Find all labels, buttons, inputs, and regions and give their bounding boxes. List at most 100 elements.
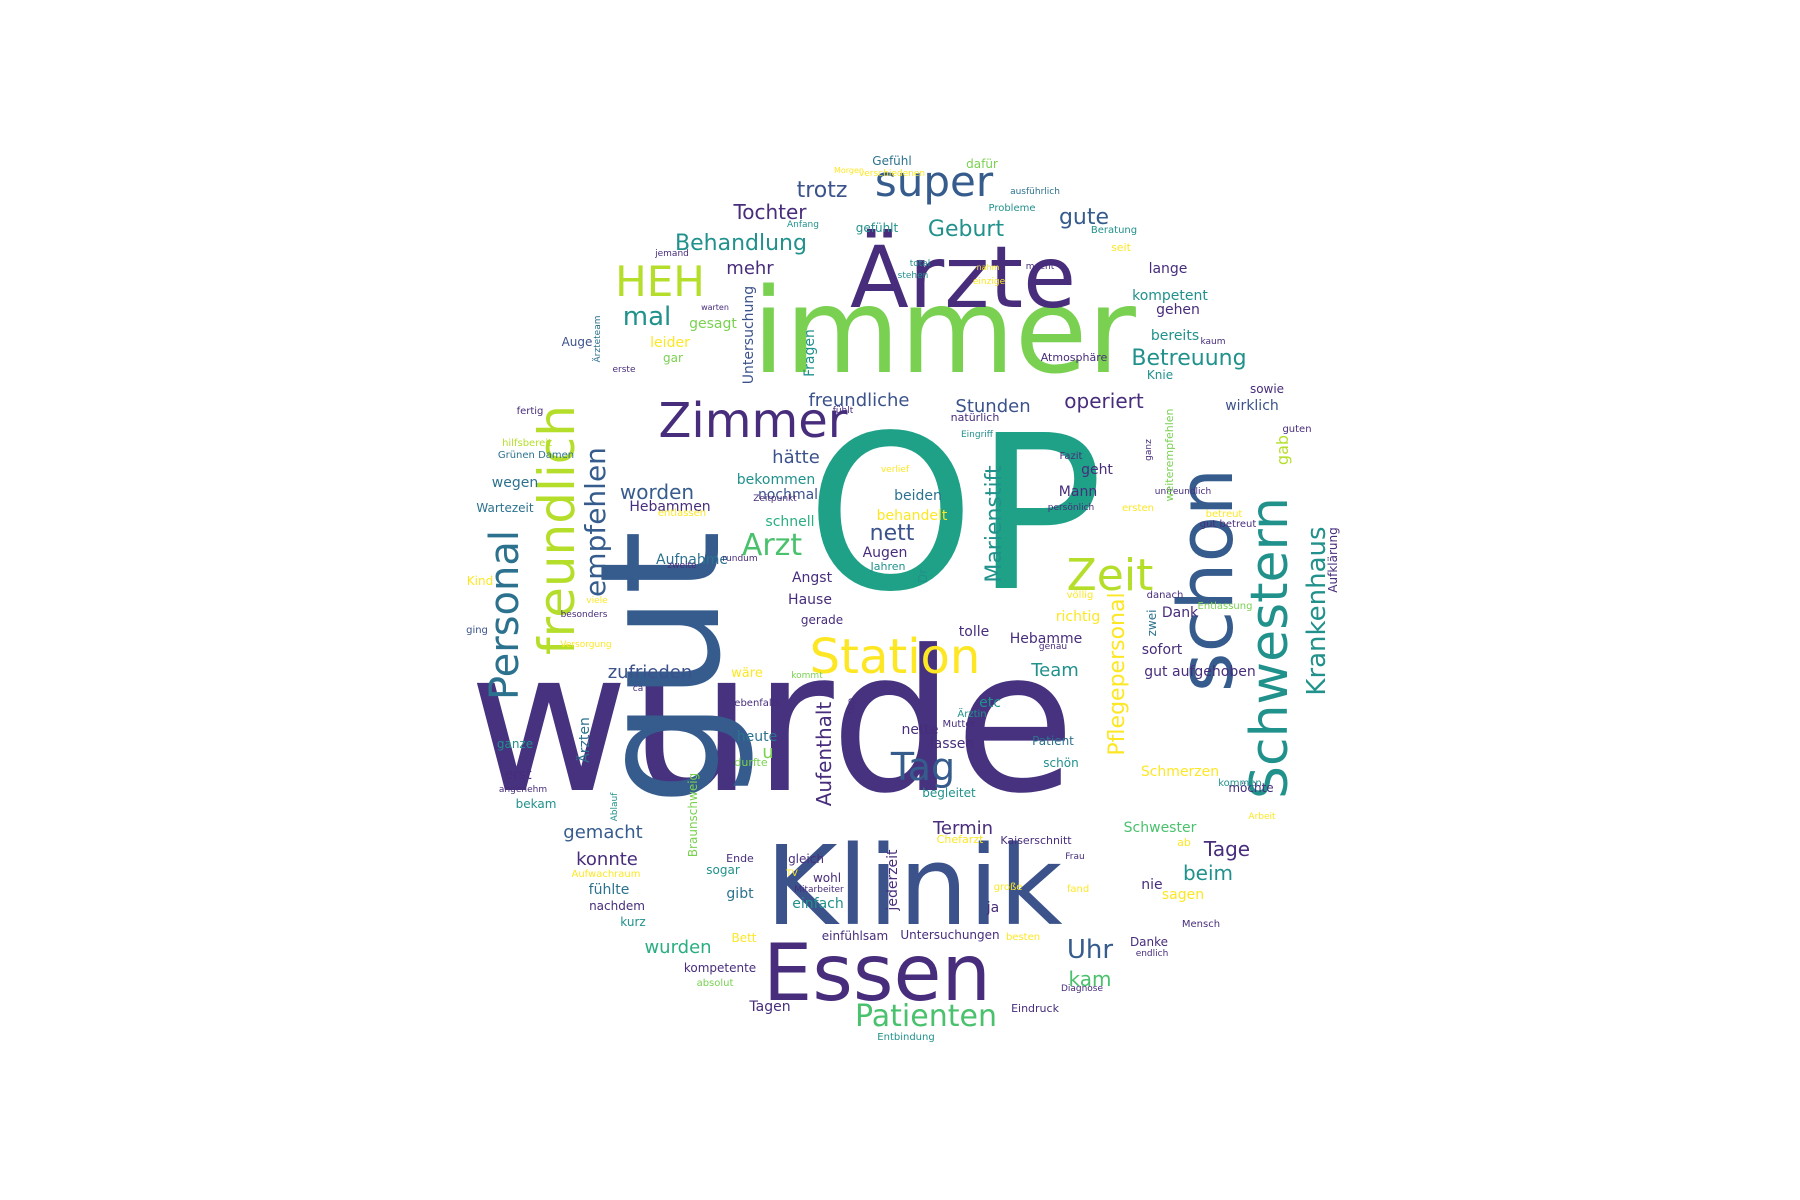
word-einfach: einfach xyxy=(792,896,843,912)
word-gut-betreut: gut betreut xyxy=(1200,519,1257,530)
word-aufenthalt: Aufenthalt xyxy=(812,702,836,807)
word-aerzte: Ärzte xyxy=(850,228,1076,328)
word-behandelt: behandelt xyxy=(877,508,948,524)
word-gleich: gleich xyxy=(788,852,824,866)
word-bett: Bett xyxy=(731,931,756,945)
word-wurde: wurde xyxy=(469,609,1076,837)
word-zeit: Zeit xyxy=(1067,550,1154,601)
word-marienstift: Marienstift xyxy=(982,465,1007,583)
word-braunschweig: Braunschweig xyxy=(686,773,700,857)
word-entlassen: entlassen xyxy=(658,508,706,519)
word-arzt: Arzt xyxy=(742,528,803,563)
word-uhr: Uhr xyxy=(1067,935,1114,965)
word-gefuehlt: gefühlt xyxy=(856,221,899,235)
word-durfte: durfte xyxy=(734,756,767,769)
word-hilfsbereit: hilfsbereit xyxy=(502,438,552,449)
word-erste: erste xyxy=(613,365,636,375)
word-verlief: verlief xyxy=(881,465,910,475)
word-fand: fand xyxy=(1067,884,1089,895)
words-layer: wurdeOPgutimmerKlinikÄrzteEssenschonSchw… xyxy=(466,154,1340,1043)
word-gehen: gehen xyxy=(1156,302,1200,318)
word-warten: warten xyxy=(701,303,729,312)
word-sowie: sowie xyxy=(1250,382,1284,396)
word-tolle: tolle xyxy=(959,624,989,640)
word-voellig: völlig xyxy=(1067,590,1094,601)
word-weiterempfehlen: weiterempfehlen xyxy=(1163,408,1176,501)
word-frau: Frau xyxy=(1065,852,1084,862)
word-morgen: Morgen xyxy=(834,166,864,175)
word-gar: gar xyxy=(663,351,683,365)
word-augen: Augen xyxy=(863,545,908,561)
word-leider: leider xyxy=(650,335,690,351)
word-kind: Kind xyxy=(467,574,493,588)
word-freundliche: freundliche xyxy=(808,390,909,411)
word-endlich: endlich xyxy=(1136,949,1169,959)
word-lange: lange xyxy=(1149,261,1188,277)
word-aerzteteam: Ärzteteam xyxy=(592,316,603,363)
word-auge: Auge xyxy=(562,335,593,349)
word-schmerzen: Schmerzen xyxy=(1141,764,1219,780)
word-fazit: Fazit xyxy=(1060,451,1083,462)
word-untersuchungen: Untersuchungen xyxy=(900,928,999,942)
word-schon: schon xyxy=(1161,468,1250,692)
word-patienten: Patienten xyxy=(855,999,997,1034)
word-hause: Hause xyxy=(788,592,832,608)
word-zweite: zweite xyxy=(667,561,697,571)
word-mal: mal xyxy=(623,302,671,332)
word-ganze: ganze xyxy=(497,737,533,751)
word-heute: heute xyxy=(737,729,777,745)
word-behandlung: Behandlung xyxy=(675,231,807,256)
word-op: OP xyxy=(806,390,1104,639)
word-station: Station xyxy=(810,629,981,685)
word-nie: nie xyxy=(1141,877,1162,893)
word-zimmer: Zimmer xyxy=(659,393,848,449)
word-bereits: bereits xyxy=(1151,328,1199,344)
word-aufwachraum: Aufwachraum xyxy=(572,869,641,880)
word-besonders: besonders xyxy=(561,610,608,620)
word-jahren: Jahren xyxy=(870,560,906,573)
word-u: u xyxy=(762,742,773,763)
word-macht: macht xyxy=(1026,262,1055,272)
word-team: Team xyxy=(1030,660,1079,681)
word-immer: immer xyxy=(752,262,1136,400)
word-total: total xyxy=(910,259,931,269)
word-freundlich: freundlich xyxy=(528,405,586,655)
word-nett: nett xyxy=(870,521,915,546)
word-heh: HEH xyxy=(615,257,705,306)
word-operiert: operiert xyxy=(1064,389,1144,413)
word-krankenhaus: Krankenhaus xyxy=(1302,526,1332,695)
word-absolut: absolut xyxy=(697,978,734,989)
word-kompetente: kompetente xyxy=(684,961,756,975)
word-nachdem: nachdem xyxy=(589,899,645,913)
word-empfehlen: empfehlen xyxy=(579,447,612,597)
word-trotz: trotz xyxy=(797,178,848,203)
word-diagnose: Diagnose xyxy=(1061,984,1104,994)
word-tag: Tag xyxy=(890,745,955,789)
word-angenehm: angenehm xyxy=(499,785,547,795)
word-beiden: beiden xyxy=(894,488,942,504)
word-unfreundlich: unfreundlich xyxy=(1155,487,1211,497)
word-sofort: sofort xyxy=(1142,642,1183,658)
word-essen: Essen xyxy=(763,929,991,1019)
word-zwei: zwei xyxy=(1145,610,1159,637)
word-klinik: Klinik xyxy=(765,822,1063,950)
word-kaum: kaum xyxy=(1200,337,1225,347)
word-untersuchung: Untersuchung xyxy=(741,286,757,384)
word-termin: Termin xyxy=(932,818,993,839)
word-guten: guten xyxy=(1282,424,1311,435)
word-jemand: jemand xyxy=(654,249,689,259)
word-kompetent: kompetent xyxy=(1132,288,1208,304)
word-danke: Danke xyxy=(1130,935,1168,949)
word-wegen: wegen xyxy=(492,475,538,491)
word-ablauf: Ablauf xyxy=(610,792,620,822)
word-bekam: bekam xyxy=(516,797,557,811)
word-ganz: ganz xyxy=(1144,439,1154,461)
word-schoen: schön xyxy=(1043,756,1078,770)
word-stehen: stehen xyxy=(898,271,929,281)
word-kommt: kommt xyxy=(791,671,823,681)
word-super: super xyxy=(875,157,994,206)
word-mann: Mann xyxy=(1059,484,1097,500)
word-mitarbeiter: Mitarbeiter xyxy=(794,885,844,895)
word-entbindung: Entbindung xyxy=(877,1032,934,1043)
word-viele: viele xyxy=(586,596,608,606)
